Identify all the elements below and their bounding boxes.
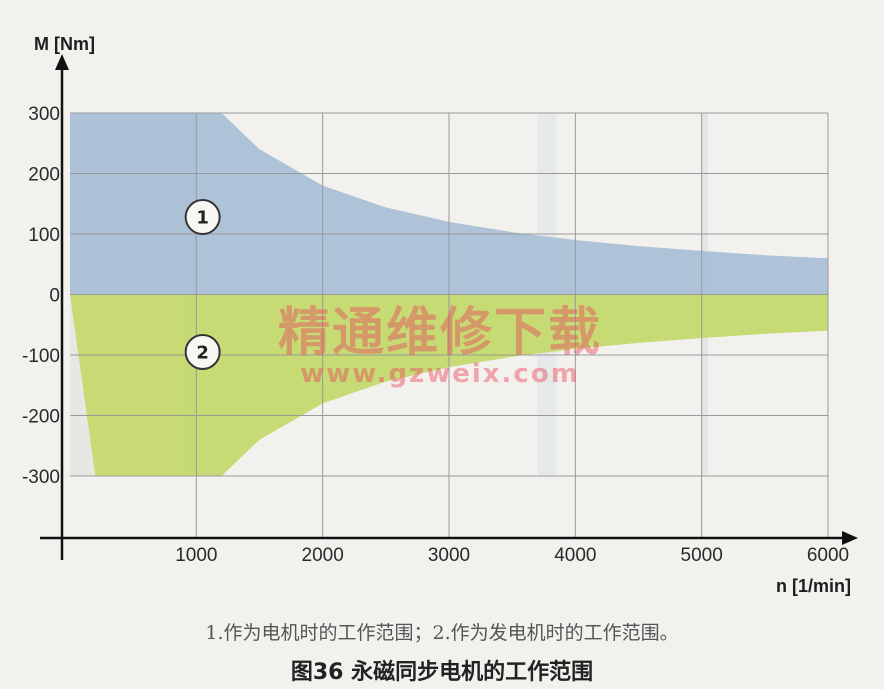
y-tick-label: 200 xyxy=(28,165,60,186)
marker-label: 1 xyxy=(196,208,209,229)
y-tick-label: -300 xyxy=(22,467,60,488)
x-axis-label: n [1/min] xyxy=(776,576,851,596)
y-tick-label: -100 xyxy=(22,346,60,367)
y-axis-label: M [Nm] xyxy=(34,34,95,54)
x-axis-arrow xyxy=(842,531,858,545)
marker-label: 2 xyxy=(196,342,209,363)
y-tick-label: 300 xyxy=(28,104,60,125)
x-tick-label: 2000 xyxy=(302,545,344,566)
watermark-text: 精通维修下载 xyxy=(278,302,602,363)
region-marker-1: 1 xyxy=(184,199,221,236)
y-tick-label: 100 xyxy=(28,225,60,246)
x-tick-label: 6000 xyxy=(807,545,849,566)
y-axis-arrow xyxy=(55,54,69,70)
series-area-2 xyxy=(70,294,828,476)
region-markers: 12 xyxy=(184,199,221,370)
x-tick-label: 1000 xyxy=(175,545,217,566)
marker-circle xyxy=(184,199,221,236)
region-marker-2: 2 xyxy=(184,333,221,370)
x-tick-label: 3000 xyxy=(428,545,470,566)
plot-areas xyxy=(70,113,828,476)
watermark-url: www.gzweix.com xyxy=(300,359,580,389)
y-tick-label: -200 xyxy=(22,407,60,428)
y-tick-label: 0 xyxy=(49,286,60,307)
figure-note: 1.作为电机时的工作范围；2.作为发电机时的工作范围。 xyxy=(205,622,679,644)
x-tick-label: 4000 xyxy=(554,545,596,566)
x-tick-labels: 1000 2000 3000 4000 5000 6000 xyxy=(175,545,849,566)
figure-title: 图36 永磁同步电机的工作范围 xyxy=(290,660,594,685)
series-area-1 xyxy=(70,113,828,295)
x-tick-label: 5000 xyxy=(681,545,723,566)
y-tick-labels: 300 200 100 0 -100 -200 -300 xyxy=(22,104,60,488)
axes xyxy=(40,54,858,560)
marker-circle xyxy=(184,333,221,370)
